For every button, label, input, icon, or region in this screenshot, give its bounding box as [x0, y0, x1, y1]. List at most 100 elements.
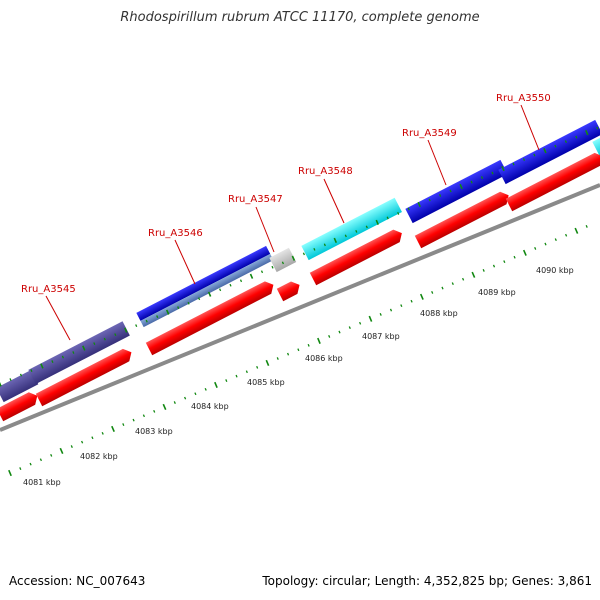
- feature-tick: [512, 162, 515, 166]
- cds-arrow[interactable]: [35, 346, 135, 407]
- feature-tick: [291, 255, 296, 261]
- scale-tick: [389, 308, 393, 312]
- feature-tick: [554, 144, 557, 148]
- scale-tick: [8, 469, 12, 477]
- gene-label-leader: [427, 139, 447, 186]
- feature-bar-blue[interactable]: [405, 159, 508, 224]
- gene-label[interactable]: Rru_A3547: [228, 194, 283, 205]
- feature-bar-cyan[interactable]: [301, 197, 402, 261]
- scale-tick: [462, 277, 465, 281]
- gene-label-leader: [323, 178, 345, 224]
- scale-tick: [338, 330, 341, 334]
- scale-tick: [328, 335, 331, 338]
- cds-arrow[interactable]: [505, 150, 600, 212]
- scale-tick: [122, 423, 125, 426]
- scale-tick: [70, 445, 73, 448]
- genome-summary-text: Topology: circular; Length: 4,352,825 bp…: [262, 574, 592, 588]
- scale-tick: [204, 387, 207, 391]
- gene-label[interactable]: Rru_A3546: [148, 228, 203, 239]
- feature-tick: [596, 126, 599, 130]
- gene-label[interactable]: Rru_A3549: [402, 128, 457, 139]
- gene-label[interactable]: Rru_A3548: [298, 166, 353, 177]
- feature-tick: [40, 363, 44, 369]
- cds-arrow[interactable]: [0, 390, 41, 422]
- feature-bar-blue[interactable]: [136, 245, 271, 321]
- cds-arrow[interactable]: [414, 189, 512, 249]
- feature-tick: [30, 369, 33, 372]
- feature-tick: [93, 342, 96, 346]
- gene-label-leader: [255, 206, 275, 253]
- cds-arrow[interactable]: [309, 227, 405, 286]
- gene-label[interactable]: Rru_A3550: [496, 93, 551, 104]
- scale-tick: [522, 249, 527, 256]
- scale-tick: [513, 255, 516, 259]
- feature-tick: [61, 355, 64, 359]
- feature-tick: [439, 194, 442, 197]
- feature-bar-blue[interactable]: [498, 119, 600, 185]
- scale-tick: [256, 365, 259, 369]
- feature-tick: [219, 288, 222, 292]
- cds-arrow[interactable]: [276, 279, 303, 302]
- feature-tick: [386, 216, 389, 220]
- feature-bar-cyan[interactable]: [592, 132, 600, 157]
- genome-title: Rhodospirillum rubrum ATCC 11170, comple…: [120, 10, 480, 25]
- kbp-label-group: 4081 kbp 4082 kbp 4083 kbp 4084 kbp 4085…: [23, 266, 574, 487]
- feature-bar-slate[interactable]: [0, 370, 39, 403]
- scale-tick: [286, 352, 290, 356]
- scale-tick: [534, 247, 537, 250]
- feature-tick: [355, 229, 358, 233]
- scale-tick: [431, 291, 434, 294]
- feature-bar-steel[interactable]: [140, 253, 274, 328]
- feature-tick: [491, 171, 494, 175]
- feature-tick: [501, 165, 505, 172]
- scale-tick: [29, 462, 32, 466]
- scale-tick: [368, 315, 373, 322]
- feature-tick: [82, 345, 86, 351]
- kbp-label: 4087 kbp: [362, 332, 400, 341]
- feature-tick: [187, 301, 190, 305]
- feature-tick: [0, 381, 2, 387]
- scale-tick: [503, 260, 506, 264]
- scale-tick: [91, 436, 94, 440]
- scale-tick: [297, 348, 300, 352]
- feature-tick: [480, 176, 484, 179]
- feature-tick: [585, 129, 589, 136]
- scale-tick: [565, 233, 568, 237]
- feature-tick: [9, 378, 12, 381]
- cds-arrow[interactable]: [145, 279, 277, 356]
- feature-bar-slate[interactable]: [28, 321, 130, 385]
- feature-tick: [365, 225, 368, 229]
- gene-label-group: Rru_A3545 Rru_A3546 Rru_A3547 Rru_A3548 …: [21, 93, 551, 341]
- feature-tick: [323, 243, 326, 247]
- gene-label[interactable]: Rru_A3545: [21, 284, 76, 295]
- kbp-label: 4089 kbp: [478, 288, 516, 297]
- scale-tick: [359, 321, 362, 325]
- scale-tick: [111, 425, 115, 433]
- scale-tick: [225, 379, 228, 382]
- kbp-label: 4088 kbp: [420, 309, 458, 318]
- scale-tick: [162, 403, 167, 411]
- kbp-label: 4083 kbp: [135, 427, 173, 436]
- scale-tick-marks: [8, 225, 588, 477]
- scale-tick: [471, 271, 476, 278]
- feature-bar-gray[interactable]: [269, 247, 297, 273]
- feature-tick: [575, 135, 578, 139]
- scale-tick: [307, 343, 310, 347]
- feature-tick: [417, 201, 421, 208]
- feature-tick: [114, 333, 117, 337]
- scale-tick: [317, 337, 321, 345]
- feature-tick: [281, 261, 284, 265]
- feature-tick: [333, 237, 338, 244]
- feature-tick: [198, 297, 201, 301]
- scale-tick: [554, 238, 557, 242]
- feature-tick: [249, 273, 254, 279]
- feature-tick: [428, 198, 431, 202]
- gene-label-leader: [174, 239, 196, 285]
- kbp-label: 4084 kbp: [191, 402, 229, 411]
- scale-tick: [265, 359, 270, 367]
- feature-tick: [564, 140, 567, 144]
- feature-tick: [449, 189, 452, 193]
- feature-tick: [19, 373, 23, 377]
- feature-track: [0, 119, 600, 403]
